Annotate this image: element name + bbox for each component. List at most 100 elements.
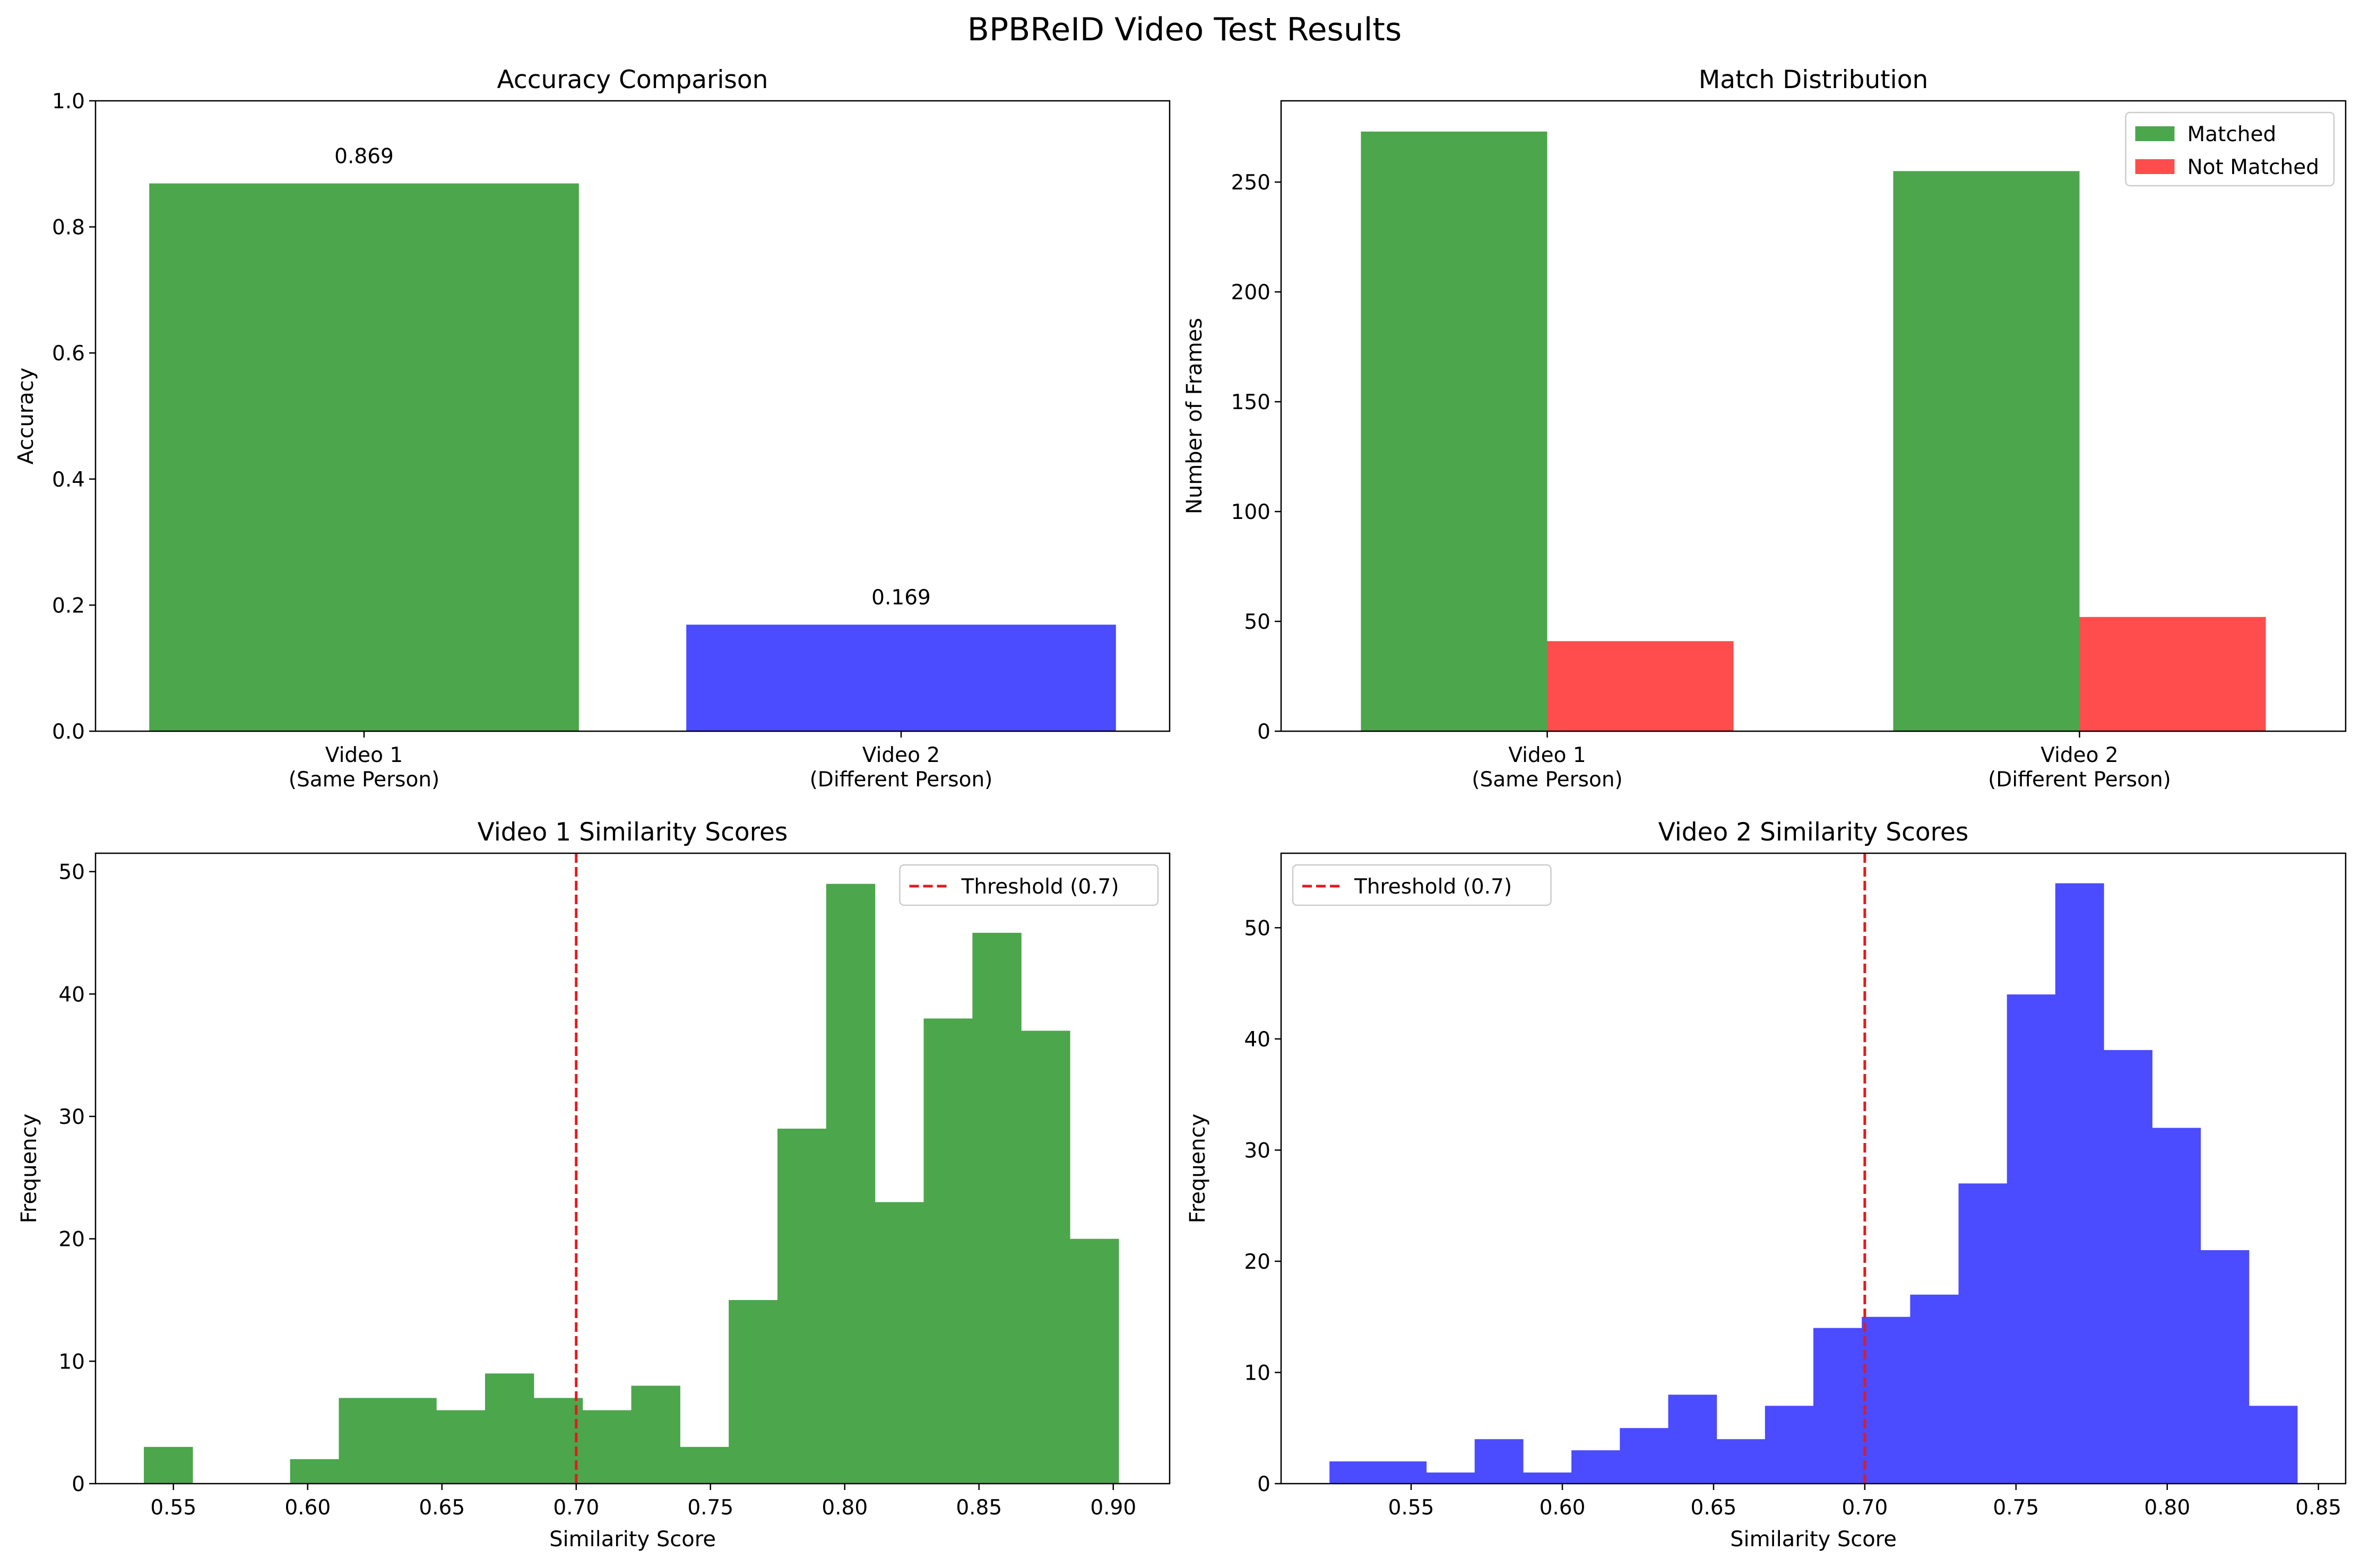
- hist-bin: [339, 1398, 388, 1484]
- hist-bin: [436, 1410, 486, 1484]
- legend-label: Matched: [2188, 123, 2277, 146]
- hist-bin: [1765, 1406, 1814, 1484]
- y-tick-label: 0.8: [52, 216, 85, 240]
- hist-bin: [1910, 1294, 1959, 1484]
- hist-bin: [1620, 1428, 1669, 1484]
- x-tick-label: 0.55: [1388, 1496, 1434, 1520]
- bar-matched: [1361, 131, 1547, 732]
- hist-bin: [680, 1446, 729, 1484]
- hist-bin: [2249, 1406, 2298, 1484]
- y-tick-label: 0.0: [52, 720, 85, 744]
- chart-accuracy: 0.869 0.169 0.0 0.2 0.4 0.6 0.8 1.0 Video 1 (Same…: [14, 65, 1171, 792]
- axes-frame: [1280, 100, 2347, 732]
- legend: Threshold (0.7): [899, 864, 1159, 906]
- x-tick-label: 0.90: [1090, 1496, 1136, 1520]
- y-tick-label: 0: [1257, 720, 1270, 744]
- hist-bin: [1021, 1030, 1070, 1484]
- y-axis-label: Number of Frames: [1182, 318, 1207, 514]
- legend-box: [899, 864, 1159, 906]
- y-tick-label: 100: [1231, 500, 1270, 524]
- hist-bin: [1378, 1461, 1427, 1484]
- legend-label: Threshold (0.7): [961, 875, 1119, 899]
- y-tick-label: 0.2: [52, 594, 85, 618]
- legend-label: Not Matched: [2188, 155, 2319, 179]
- x-tick-label: 0.80: [822, 1496, 868, 1520]
- axes-frame: [1280, 852, 2347, 1485]
- hist-bin: [777, 1129, 827, 1484]
- axes-frame: [94, 852, 1171, 1485]
- legend: Threshold (0.7): [1292, 864, 1552, 906]
- hist-bin: [1426, 1472, 1475, 1484]
- x-tick-label: 0.55: [150, 1496, 196, 1520]
- x-tick-label: 0.85: [956, 1496, 1002, 1520]
- x-tick-label-line: (Same Person): [289, 768, 440, 792]
- x-axis-label: Similarity Score: [549, 1527, 716, 1552]
- y-tick-label: 10: [58, 1350, 85, 1374]
- x-tick-label-line: Video 1: [1508, 743, 1586, 767]
- hist-bin: [1329, 1461, 1378, 1484]
- legend: Matched Not Matched: [2125, 111, 2335, 187]
- panel-title: Video 1 Similarity Scores: [478, 818, 788, 847]
- x-tick-label-line: (Different Person): [1988, 768, 2171, 792]
- y-tick-label: 1.0: [52, 90, 85, 114]
- hist-bin: [2104, 1050, 2152, 1484]
- hist-bin: [290, 1459, 340, 1484]
- x-tick-label: Video 1 (Same Person): [289, 743, 440, 792]
- axes-frame: [94, 100, 1171, 732]
- y-tick-label: 150: [1231, 391, 1270, 414]
- hist-bin: [387, 1398, 437, 1484]
- x-tick-label: 0.60: [1540, 1496, 1586, 1520]
- y-tick-label: 40: [1244, 1028, 1270, 1052]
- x-tick-label: Video 2 (Different Person): [1988, 743, 2171, 792]
- y-tick-label: 50: [1244, 610, 1270, 634]
- bar-not-matched: [1547, 641, 1734, 731]
- y-tick-label: 0.4: [52, 468, 85, 492]
- hist-bin: [1813, 1328, 1862, 1484]
- legend-box: [1292, 864, 1552, 906]
- hist-bin: [875, 1202, 924, 1484]
- legend-swatch: [2135, 159, 2175, 174]
- panel-title: Match Distribution: [1699, 65, 1929, 94]
- hist-bin: [972, 932, 1022, 1484]
- chart-video2_hist: 0 10 20 30 40 50 0.55 0.60 0.65 0.70 0.75 0.80 0.85 V…: [1186, 818, 2347, 1552]
- x-tick-label-line: (Different Person): [810, 768, 993, 792]
- x-tick-label: 0.75: [687, 1496, 733, 1520]
- y-tick-label: 30: [58, 1105, 85, 1129]
- x-tick-label: Video 2 (Different Person): [810, 743, 993, 792]
- y-tick-label: 250: [1231, 171, 1270, 195]
- y-tick-label: 40: [58, 983, 85, 1007]
- y-tick-label: 30: [1244, 1139, 1270, 1163]
- hist-bin: [923, 1018, 973, 1484]
- hist-bin: [1958, 1183, 2008, 1484]
- hist-bin: [2055, 883, 2104, 1484]
- y-tick-label: 20: [1244, 1250, 1270, 1274]
- x-axis-label: Similarity Score: [1730, 1527, 1897, 1552]
- figure-title: BPBReID Video Test Results: [967, 11, 1402, 48]
- hist-bin: [1862, 1316, 1910, 1484]
- x-tick-label: 0.70: [553, 1496, 599, 1520]
- hist-bin: [1474, 1439, 1524, 1484]
- hist-bin: [485, 1373, 534, 1484]
- bar-1: [149, 183, 579, 732]
- y-tick-label: 0: [1257, 1472, 1270, 1496]
- hist-bin: [631, 1385, 680, 1484]
- chart-video1_hist: 0 10 20 30 40 50 0.55 0.60 0.65 0.70 0.75 0.80 0.85 0…: [17, 818, 1171, 1552]
- y-axis-label: Frequency: [17, 1114, 41, 1224]
- y-tick-label: 0.6: [52, 342, 85, 366]
- x-tick-label: 0.80: [2144, 1496, 2190, 1520]
- x-tick-label-line: Video 1: [325, 743, 403, 767]
- bar-value-label: 0.169: [871, 586, 931, 610]
- hist-bin: [1716, 1439, 1766, 1484]
- x-tick-label-line: Video 2: [2041, 743, 2118, 767]
- hist-bin: [1070, 1238, 1119, 1484]
- legend-swatch: [2135, 126, 2175, 141]
- x-tick-label-line: Video 2: [862, 743, 940, 767]
- x-tick-label: 0.60: [284, 1496, 331, 1520]
- hist-bin: [2152, 1128, 2201, 1484]
- x-tick-label: 0.65: [419, 1496, 465, 1520]
- hist-bin: [826, 883, 876, 1484]
- y-tick-label: 50: [1244, 916, 1270, 940]
- panel-title: Video 2 Similarity Scores: [1658, 818, 1969, 847]
